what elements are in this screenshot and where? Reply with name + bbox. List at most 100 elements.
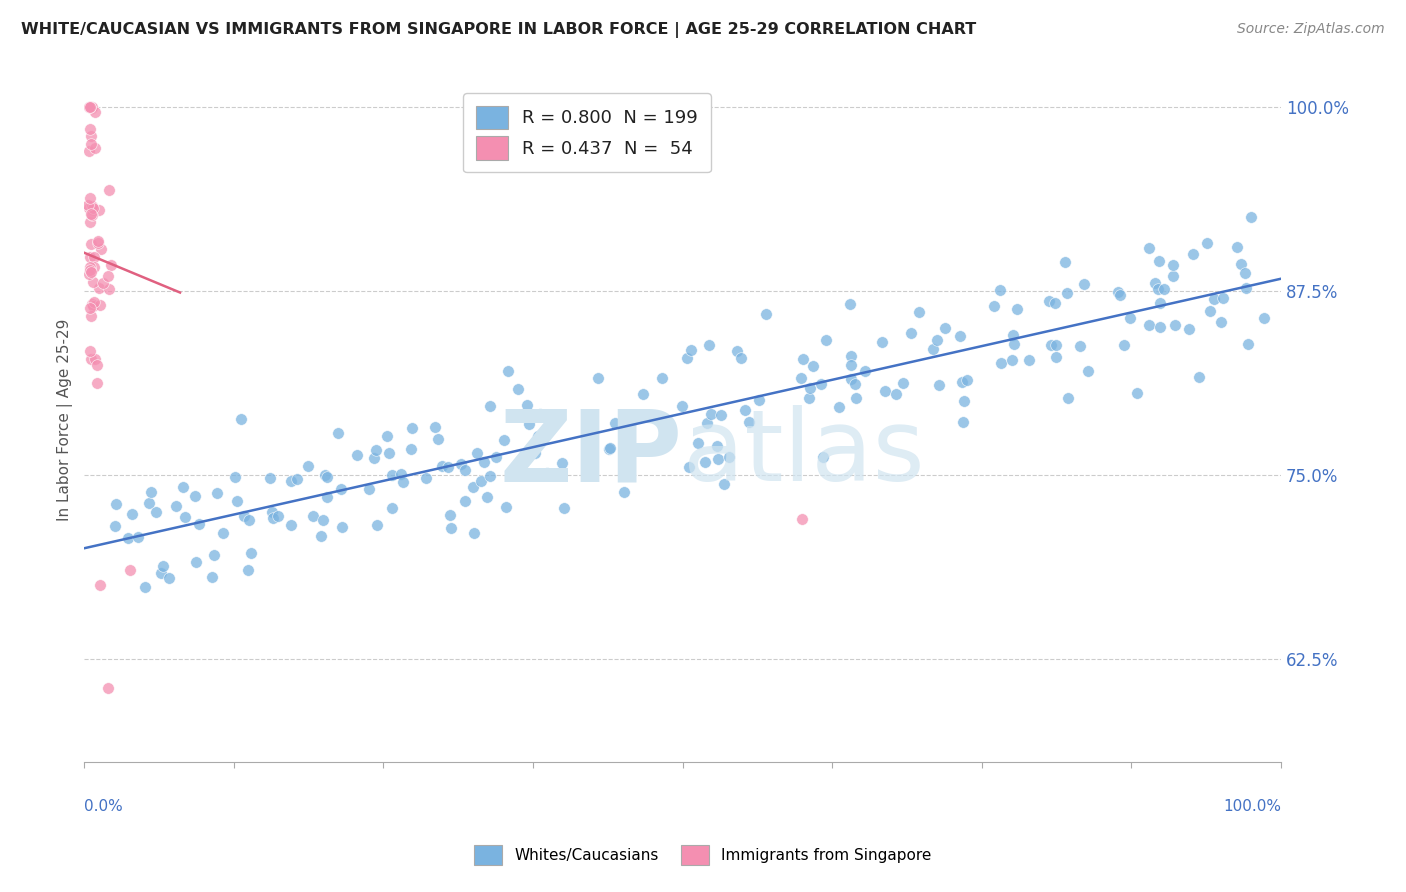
Point [1109, 288, 1132, 302]
Point [529, 407, 551, 421]
Point [184, 555, 207, 569]
Point [1163, 318, 1185, 333]
Point [1053, 255, 1076, 269]
Point [77, 144, 100, 158]
Point [207, 486, 229, 500]
Point [97, 282, 120, 296]
Point [82, 101, 104, 115]
Point [152, 558, 174, 573]
Point [105, 497, 128, 511]
Point [263, 510, 285, 524]
Point [828, 400, 851, 414]
Point [738, 415, 761, 429]
Point [134, 580, 156, 594]
Point [710, 408, 733, 422]
Point [551, 457, 574, 471]
Point [80, 236, 103, 251]
Point [1178, 322, 1201, 336]
Legend: R = 0.800  N = 199, R = 0.437  N =  54: R = 0.800 N = 199, R = 0.437 N = 54 [463, 94, 711, 172]
Point [97, 681, 120, 696]
Point [224, 470, 246, 484]
Point [1119, 311, 1142, 326]
Point [1007, 302, 1029, 317]
Point [157, 571, 180, 585]
Point [97, 268, 120, 283]
Point [1163, 259, 1185, 273]
Point [363, 450, 385, 465]
Point [79, 309, 101, 323]
Point [316, 490, 339, 504]
Point [79, 215, 101, 229]
Point [82, 276, 104, 290]
Point [80, 297, 103, 311]
Point [461, 480, 484, 494]
Point [536, 467, 558, 481]
Point [1137, 318, 1160, 332]
Point [494, 433, 516, 447]
Point [578, 462, 600, 476]
Point [231, 412, 253, 426]
Point [440, 520, 463, 534]
Point [80, 128, 103, 143]
Point [844, 377, 866, 392]
Point [478, 468, 501, 483]
Point [104, 519, 127, 533]
Point [267, 509, 290, 524]
Point [477, 490, 499, 504]
Point [1234, 267, 1257, 281]
Point [1107, 285, 1129, 300]
Point [950, 375, 973, 389]
Point [1147, 254, 1170, 268]
Point [1038, 294, 1060, 309]
Point [82, 202, 104, 217]
Point [450, 457, 472, 471]
Point [1043, 296, 1066, 310]
Point [89, 203, 111, 218]
Point [1234, 281, 1257, 295]
Point [886, 387, 908, 401]
Point [89, 298, 111, 312]
Point [311, 529, 333, 543]
Point [312, 513, 335, 527]
Point [1237, 337, 1260, 351]
Point [928, 377, 950, 392]
Point [463, 525, 485, 540]
Point [1195, 235, 1218, 250]
Point [613, 485, 636, 500]
Point [1240, 211, 1263, 225]
Point [891, 376, 914, 390]
Point [1001, 352, 1024, 367]
Point [83, 294, 105, 309]
Point [259, 470, 281, 484]
Point [83, 250, 105, 264]
Point [907, 305, 929, 319]
Point [1149, 319, 1171, 334]
Point [700, 407, 723, 421]
Point [80, 352, 103, 367]
Point [713, 476, 735, 491]
Point [79, 265, 101, 279]
Point [853, 363, 876, 377]
Y-axis label: In Labor Force | Age 25-29: In Labor Force | Age 25-29 [58, 318, 73, 521]
Point [631, 387, 654, 401]
Point [89, 578, 111, 592]
Point [485, 450, 508, 465]
Point [79, 301, 101, 315]
Point [990, 283, 1012, 297]
Point [141, 484, 163, 499]
Point [527, 429, 550, 443]
Point [202, 548, 225, 562]
Point [1001, 327, 1024, 342]
Text: atlas: atlas [683, 405, 924, 502]
Point [755, 307, 778, 321]
Point [990, 356, 1012, 370]
Point [165, 500, 187, 514]
Point [138, 495, 160, 509]
Point [1143, 276, 1166, 290]
Point [172, 480, 194, 494]
Point [517, 417, 540, 432]
Point [956, 373, 979, 387]
Point [706, 439, 728, 453]
Point [79, 100, 101, 114]
Point [330, 482, 353, 496]
